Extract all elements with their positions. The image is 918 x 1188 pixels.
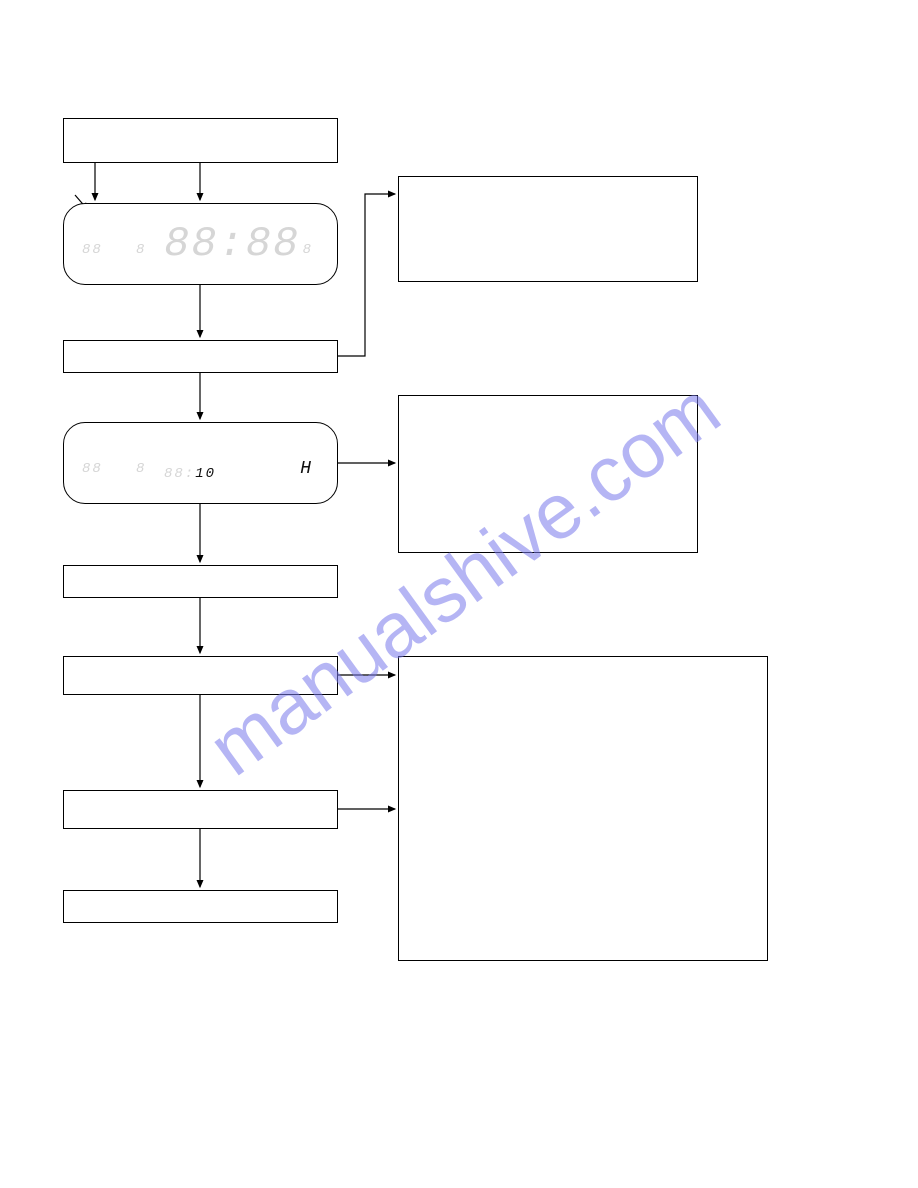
side-box-1 [398,176,698,282]
step-box-5 [63,790,338,829]
disp2-small-b: 8 [136,461,146,477]
diagram-canvas: 88 8 88:88 8 88 8 88:10 H manualshive.co… [0,0,918,1188]
disp2-small-bb: 88 [82,461,103,477]
disp1-small-b: 8 [136,242,146,258]
step-box-1 [63,118,338,163]
step-box-3 [63,565,338,598]
disp2-main-dim: 88: [164,466,195,482]
side-box-2 [398,395,698,553]
arrow-elbow1 [338,194,395,356]
display-panel-1: 88 8 88:88 8 [63,203,338,285]
step-box-6 [63,890,338,923]
disp2-right-h: H [300,459,313,479]
disp1-right-b: 8 [303,242,313,258]
disp1-main: 88:88 [164,220,300,268]
disp2-main-bright: 10 [195,466,216,482]
disp2-main: 88:10 [164,439,216,487]
step-box-4 [63,656,338,695]
step-box-2 [63,340,338,373]
disp1-small-bb: 88 [82,242,103,258]
side-box-3 [398,656,768,961]
display-panel-2: 88 8 88:10 H [63,422,338,504]
